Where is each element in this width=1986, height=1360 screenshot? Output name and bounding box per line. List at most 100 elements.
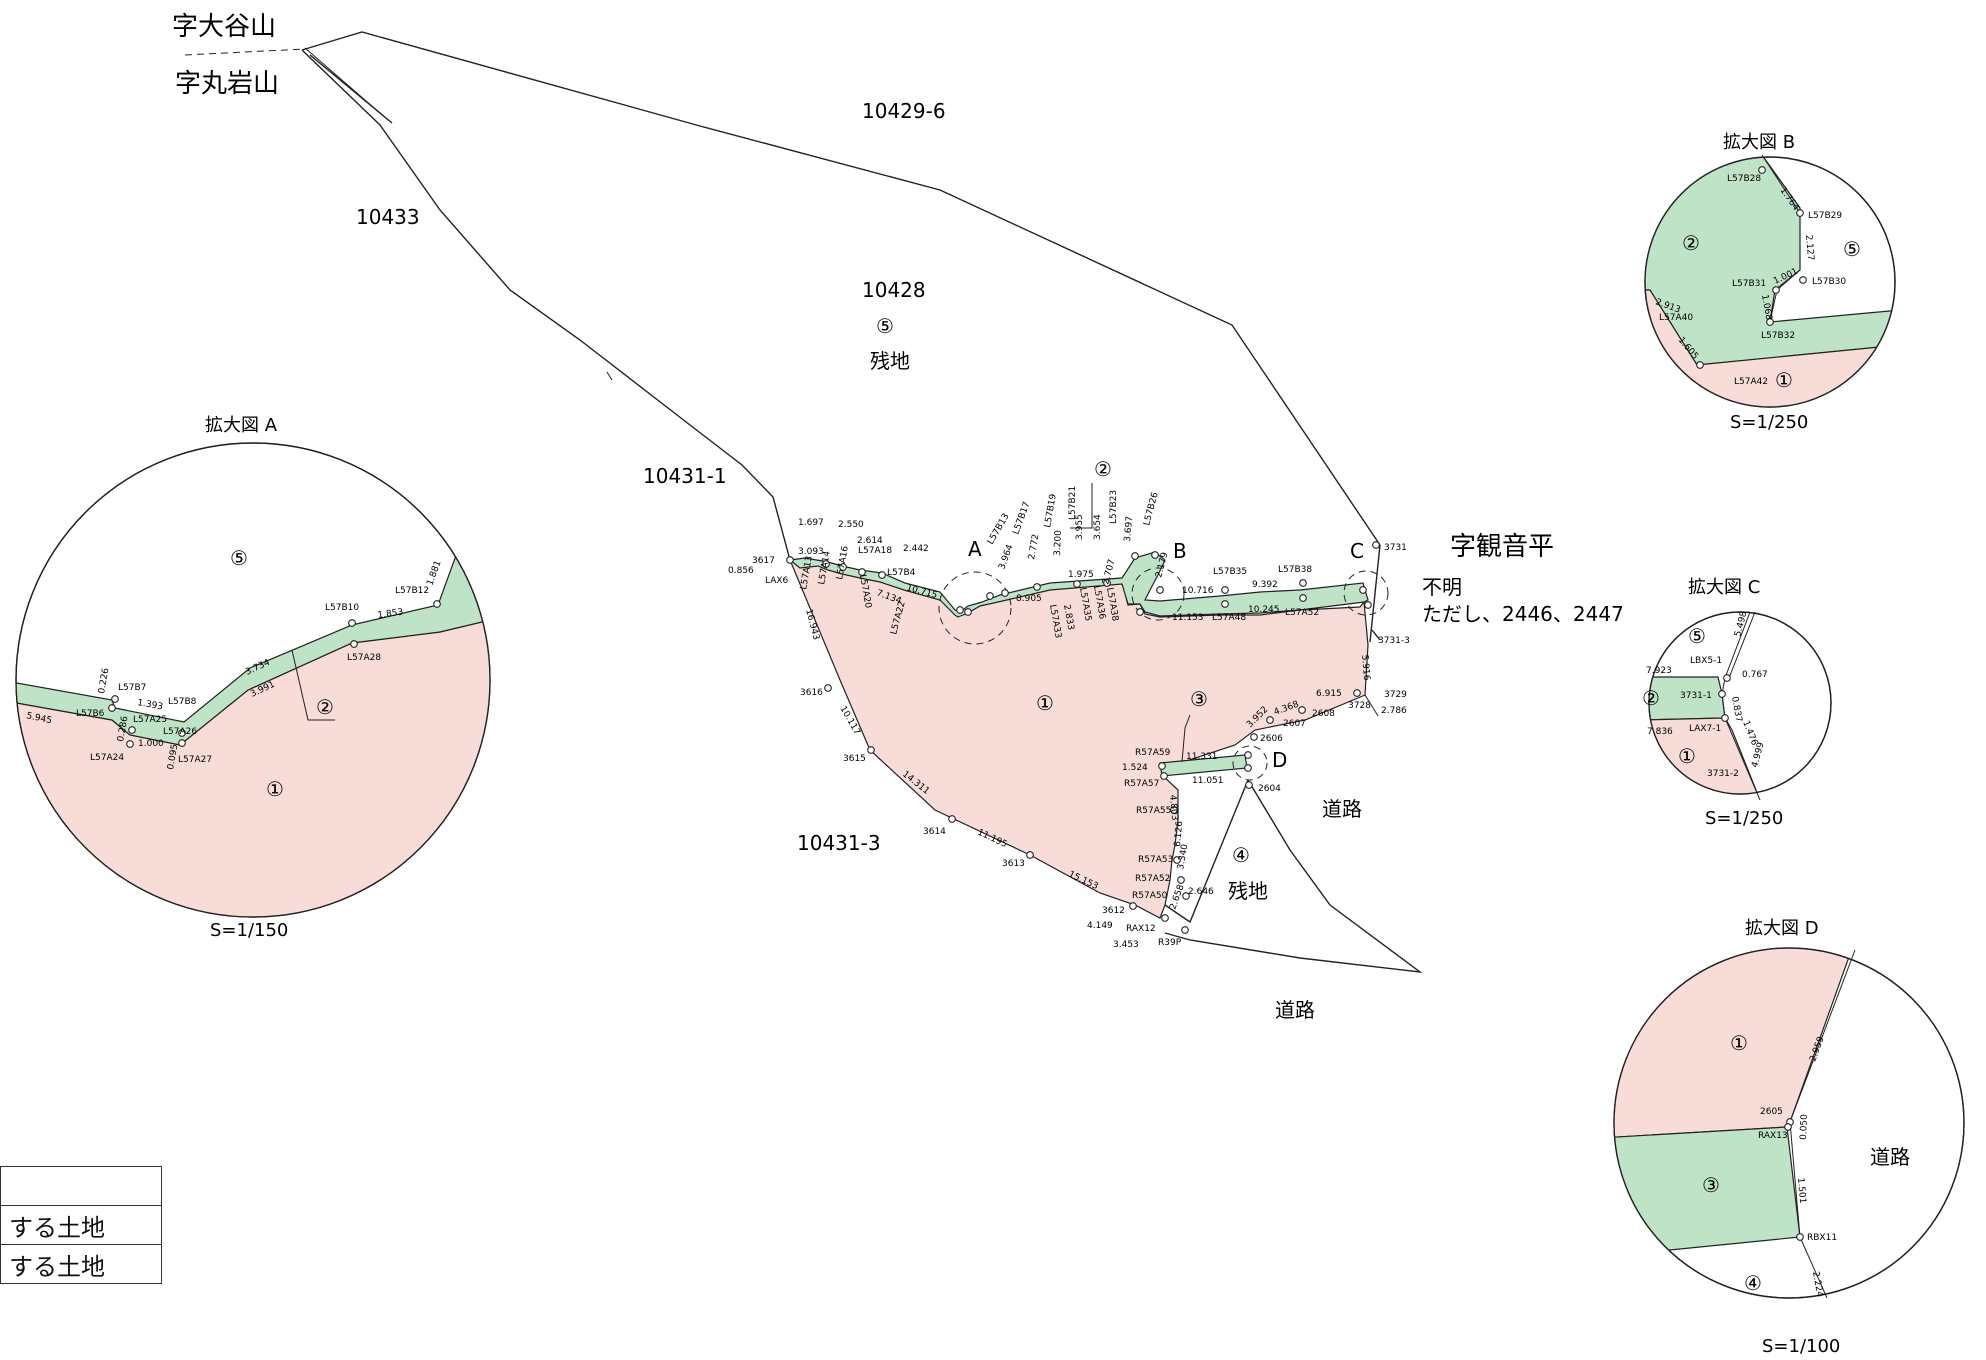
point-label: 3616: [800, 688, 823, 698]
inset-a-zone-1: ①: [266, 777, 284, 801]
detail-circle-c: [1343, 570, 1389, 616]
inset-d-road-label: 道路: [1870, 1145, 1910, 1169]
survey-point: [1298, 706, 1306, 714]
distance-label: 6.126: [1173, 820, 1185, 847]
point-label: LAX6: [765, 576, 789, 586]
survey-point: [1723, 674, 1731, 682]
survey-point: [1151, 551, 1159, 559]
point-label: 2604: [1258, 784, 1281, 794]
survey-point: [178, 739, 186, 747]
distance-label: 8.905: [1016, 594, 1042, 604]
distance-label: 2.833: [1061, 604, 1075, 631]
distance-label: 2.646: [1188, 887, 1214, 897]
survey-point: [1103, 579, 1111, 587]
detail-circle-a: [938, 571, 1012, 645]
inset-c-scale: S=1/250: [1705, 808, 1783, 829]
zone-number-1: ①: [1036, 691, 1054, 715]
survey-point: [1353, 689, 1361, 697]
survey-point: [858, 568, 866, 576]
survey-point: [1001, 589, 1009, 597]
parcel-label: 10428: [862, 278, 926, 302]
survey-point: [1073, 580, 1081, 588]
survey-point: [1221, 600, 1229, 608]
inset-b-zone-2: ②: [1682, 231, 1700, 255]
point-label: RAX12: [1126, 924, 1156, 934]
survey-point: [1129, 902, 1137, 910]
distance-label: 3.955: [1075, 514, 1085, 540]
point-label: L57A18: [858, 546, 892, 556]
road-boundary: [1164, 779, 1423, 973]
point-label: L57A42: [1734, 377, 1768, 387]
survey-point: [839, 563, 847, 571]
point-label: 3617: [752, 556, 775, 566]
survey-point: [1696, 361, 1704, 369]
point-label: R57A55: [1136, 806, 1171, 816]
survey-point: [1161, 914, 1169, 922]
point-label: L57B26: [1142, 491, 1161, 527]
detail-marker-a: A: [968, 537, 982, 561]
survey-point: [956, 606, 964, 614]
distance-label: 1.393: [136, 698, 163, 712]
distance-label: 4.803: [1167, 794, 1179, 821]
inset-b-zone-1: ①: [1775, 368, 1793, 392]
survey-point: [1156, 586, 1164, 594]
survey-point: [867, 746, 875, 754]
survey-point: [1158, 762, 1166, 770]
leader-line: [291, 649, 335, 721]
survey-point: [1160, 772, 1168, 780]
survey-point: [1221, 586, 1229, 594]
survey-point: [350, 640, 358, 648]
point-label: 3731-3: [1378, 636, 1410, 646]
road-label: 道路: [1322, 797, 1362, 821]
distance-label: 1.524: [1122, 763, 1148, 773]
point-label: R57A52: [1135, 874, 1170, 884]
inset-b-scale: S=1/250: [1730, 412, 1808, 433]
parcel-label: 10429-6: [862, 99, 946, 123]
distance-label: 3.654: [1093, 514, 1103, 540]
point-label: L57A40: [1659, 313, 1693, 323]
point-label: LAX7-1: [1689, 724, 1721, 734]
point-label: R57A59: [1135, 748, 1171, 758]
point-label: L57B8: [168, 697, 197, 707]
distance-label: 1.853: [377, 607, 404, 620]
point-label: L57B17: [1011, 501, 1032, 536]
point-label: L57B35: [1213, 567, 1247, 577]
survey-point: [1033, 583, 1041, 591]
east-edge: [1369, 544, 1381, 643]
point-label: RBX11: [1807, 1233, 1837, 1243]
survey-point: [1796, 1233, 1804, 1241]
survey-point: [824, 684, 832, 692]
distance-label: 1.975: [1068, 570, 1094, 580]
inset-d-zone-3: [1614, 1126, 1801, 1256]
distance-label: 0.837: [1729, 696, 1743, 723]
zone-number-2: ②: [1094, 457, 1112, 481]
distance-label: 2.772: [1027, 533, 1041, 560]
point-label: 3731: [1384, 543, 1407, 553]
zone-number-3: ③: [1190, 687, 1208, 711]
survey-point: [822, 560, 830, 568]
survey-point: [108, 704, 116, 712]
point-label: L57B13: [986, 512, 1012, 547]
survey-point: [1245, 781, 1253, 789]
east-tick2: [1371, 629, 1381, 641]
point-label: 3613: [1002, 859, 1025, 869]
detail-marker-b: B: [1173, 539, 1187, 563]
legend-row-2: する土地: [0, 1205, 162, 1245]
distance-label: 10.716: [1182, 586, 1214, 596]
distance-label: 3.964: [997, 543, 1015, 571]
survey-point: [878, 571, 886, 579]
distance-label: 10.245: [1248, 605, 1280, 615]
inset-b-border: [1644, 156, 1896, 408]
distance-label: 1.697: [798, 518, 824, 528]
distance-label: 0.050: [1799, 1114, 1810, 1140]
survey-point: [1766, 318, 1774, 326]
leader-line: [1070, 483, 1093, 529]
road-edge: [1164, 779, 1249, 924]
point-label: L57B21: [1068, 486, 1078, 520]
point-label: LBX5-1: [1690, 656, 1722, 666]
distance-label: 3.697: [1123, 516, 1135, 543]
parcel-boundary-west: [301, 49, 791, 561]
point-label: L57B23: [1109, 490, 1119, 524]
point-label: L57A27: [178, 755, 212, 765]
